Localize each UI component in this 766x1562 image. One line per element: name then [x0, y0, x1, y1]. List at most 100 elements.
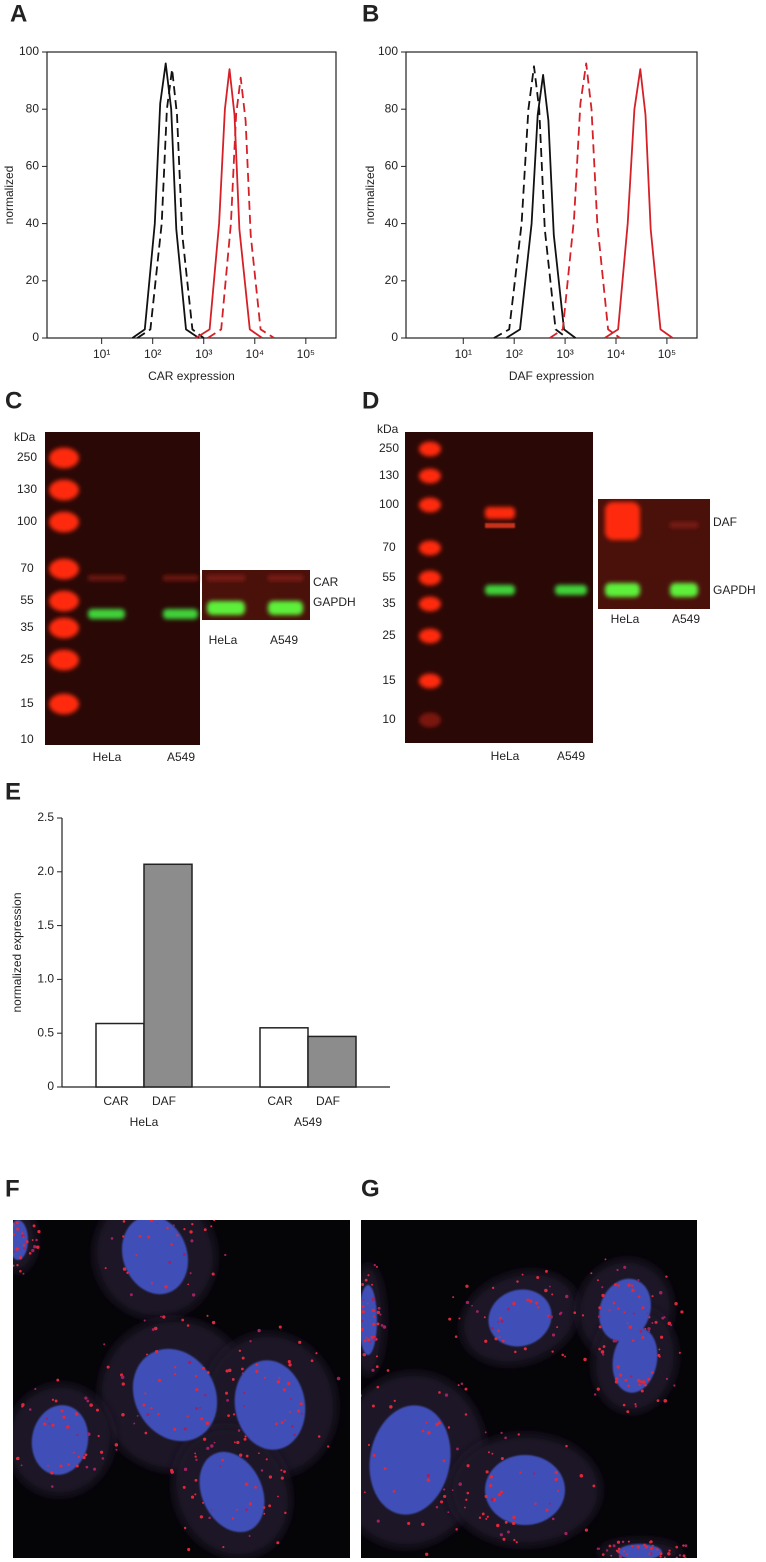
receptor-dot	[97, 1434, 100, 1438]
receptor-dot	[21, 1232, 24, 1235]
receptor-dot	[203, 1210, 207, 1214]
receptor-dot	[95, 1408, 99, 1412]
receptor-dot	[120, 1375, 125, 1380]
receptor-dot	[497, 1493, 502, 1497]
receptor-dot	[499, 1533, 503, 1537]
receptor-dot	[275, 1422, 278, 1426]
receptor-dot	[651, 1544, 654, 1547]
receptor-dot	[375, 1355, 379, 1358]
receptor-dot	[657, 1353, 661, 1357]
band-label: CAR	[313, 575, 339, 589]
receptor-dot	[602, 1345, 606, 1348]
lane-label: A549	[167, 750, 195, 764]
receptor-dot	[3, 1254, 6, 1257]
receptor-dot	[129, 1293, 133, 1297]
receptor-dot	[263, 1512, 266, 1515]
receptor-dot	[427, 1430, 431, 1435]
receptor-dot	[376, 1519, 380, 1523]
x-axis-label: CAR expression	[148, 369, 235, 383]
receptor-dot	[601, 1293, 605, 1298]
receptor-dot	[146, 1353, 148, 1356]
receptor-dot	[293, 1433, 296, 1437]
ladder-band	[419, 540, 441, 556]
receptor-dot	[170, 1470, 174, 1474]
inset-faint	[670, 522, 698, 528]
receptor-dot	[173, 1372, 177, 1376]
receptor-dot	[375, 1265, 378, 1268]
receptor-dot	[465, 1284, 469, 1288]
receptor-dot	[673, 1384, 676, 1387]
receptor-dot	[121, 1412, 125, 1417]
receptor-dot	[168, 1260, 172, 1264]
receptor-dot	[548, 1502, 551, 1505]
ladder-band	[49, 558, 79, 580]
y-tick-label: 1.0	[37, 972, 54, 986]
inset-lane-label: HeLa	[611, 612, 640, 626]
nucleus	[599, 1278, 651, 1342]
receptor-dot	[464, 1506, 466, 1509]
receptor-dot	[244, 1482, 249, 1487]
receptor-dot	[528, 1299, 533, 1303]
receptor-dot	[51, 1398, 55, 1401]
receptor-dot	[194, 1455, 197, 1458]
x-tick-label: 10²	[506, 347, 523, 361]
receptor-dot	[454, 1335, 458, 1338]
receptor-dot	[448, 1317, 452, 1321]
inset-gapdh	[268, 601, 303, 615]
receptor-dot	[659, 1555, 662, 1558]
receptor-dot	[336, 1376, 341, 1381]
receptor-dot	[54, 1399, 58, 1403]
receptor-dot	[584, 1528, 589, 1532]
receptor-dot	[499, 1490, 502, 1493]
series-label: DAF	[152, 1094, 176, 1108]
receptor-dot	[605, 1549, 609, 1552]
receptor-dot	[3, 1225, 5, 1227]
receptor-dot	[353, 1385, 356, 1388]
series-label: DAF	[316, 1094, 340, 1108]
receptor-dot	[499, 1316, 502, 1320]
receptor-dot	[36, 1245, 40, 1249]
receptor-dot	[60, 1409, 64, 1413]
receptor-dot	[103, 1343, 106, 1346]
receptor-dot	[93, 1467, 97, 1471]
receptor-dot	[99, 1450, 104, 1454]
receptor-dot	[636, 1378, 641, 1383]
receptor-dot	[108, 1205, 111, 1208]
receptor-dot	[475, 1310, 479, 1313]
receptor-dot	[84, 1453, 88, 1457]
receptor-dot	[15, 1247, 19, 1251]
receptor-dot	[5, 1244, 8, 1247]
nucleus	[485, 1455, 565, 1525]
receptor-dot	[206, 1314, 209, 1317]
receptor-dot	[647, 1377, 651, 1381]
receptor-dot	[166, 1226, 169, 1230]
receptor-dot	[244, 1435, 247, 1438]
receptor-dot	[150, 1406, 153, 1410]
receptor-dot	[649, 1540, 653, 1544]
receptor-dot	[50, 1485, 54, 1488]
receptor-dot	[19, 1269, 22, 1273]
cells	[353, 1258, 688, 1558]
receptor-dot	[447, 1511, 450, 1514]
receptor-dot	[648, 1316, 651, 1319]
receptor-dot	[633, 1312, 636, 1315]
ladder-band	[49, 511, 79, 533]
receptor-dot	[138, 1234, 142, 1238]
band-label: GAPDH	[313, 595, 356, 609]
receptor-dot	[556, 1489, 559, 1492]
receptor-dot	[153, 1326, 158, 1331]
receptor-dot	[372, 1322, 376, 1326]
receptor-dot	[280, 1469, 283, 1472]
x-tick-label: 10⁵	[658, 347, 676, 361]
receptor-dot	[86, 1399, 90, 1403]
receptor-dot	[627, 1540, 630, 1543]
receptor-dot	[369, 1341, 372, 1343]
receptor-dot	[361, 1310, 365, 1314]
receptor-dot	[614, 1339, 618, 1343]
category-label: A549	[294, 1115, 322, 1129]
receptor-dot	[447, 1426, 451, 1429]
receptor-dot	[627, 1283, 631, 1287]
receptor-dot	[190, 1239, 194, 1243]
ladder-band	[49, 590, 79, 612]
receptor-dot	[489, 1484, 493, 1488]
